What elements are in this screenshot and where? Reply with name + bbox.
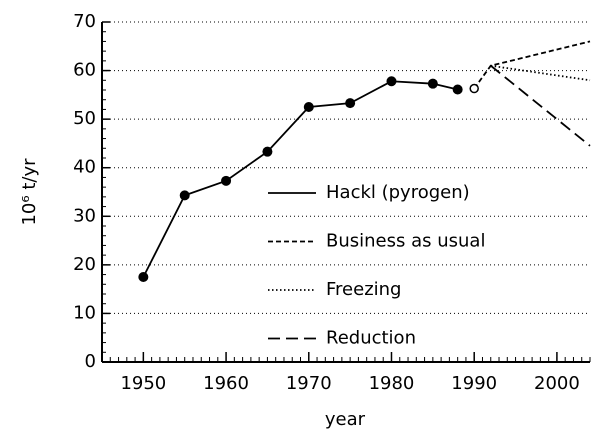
data-point <box>179 190 190 201</box>
data-point <box>221 175 232 186</box>
y-tick-label: 70 <box>73 11 96 32</box>
x-tick-label: 2000 <box>534 373 580 394</box>
data-point <box>452 84 463 95</box>
x-tick-label: 1980 <box>369 373 415 394</box>
x-tick-label: 1950 <box>120 373 166 394</box>
data-point <box>138 272 149 282</box>
x-tick-label: 1990 <box>451 373 497 394</box>
y-tick-label: 60 <box>73 60 96 81</box>
data-point <box>345 98 356 109</box>
legend-label: Hackl (pyrogen) <box>326 182 470 203</box>
y-axis-label: 10⁶ t/yr <box>19 158 40 226</box>
legend-label: Reduction <box>326 328 416 349</box>
y-tick-label: 20 <box>73 254 96 275</box>
y-tick-label: 30 <box>73 205 96 226</box>
legend-label: Business as usual <box>326 231 485 252</box>
x-tick-label: 1970 <box>286 373 332 394</box>
y-tick-label: 50 <box>73 108 96 129</box>
x-axis-label: year <box>325 409 366 430</box>
x-tick-label: 1960 <box>203 373 249 394</box>
series-line <box>490 65 591 147</box>
data-point <box>262 146 273 157</box>
series-line <box>490 64 591 82</box>
y-tick-label: 40 <box>73 157 96 178</box>
data-point <box>303 102 314 112</box>
y-tick-label: 10 <box>73 302 96 323</box>
data-point <box>386 76 397 87</box>
y-tick-label: 0 <box>85 351 96 372</box>
legend-label: Freezing <box>326 279 401 300</box>
data-point <box>427 78 438 89</box>
open-point <box>469 83 479 94</box>
